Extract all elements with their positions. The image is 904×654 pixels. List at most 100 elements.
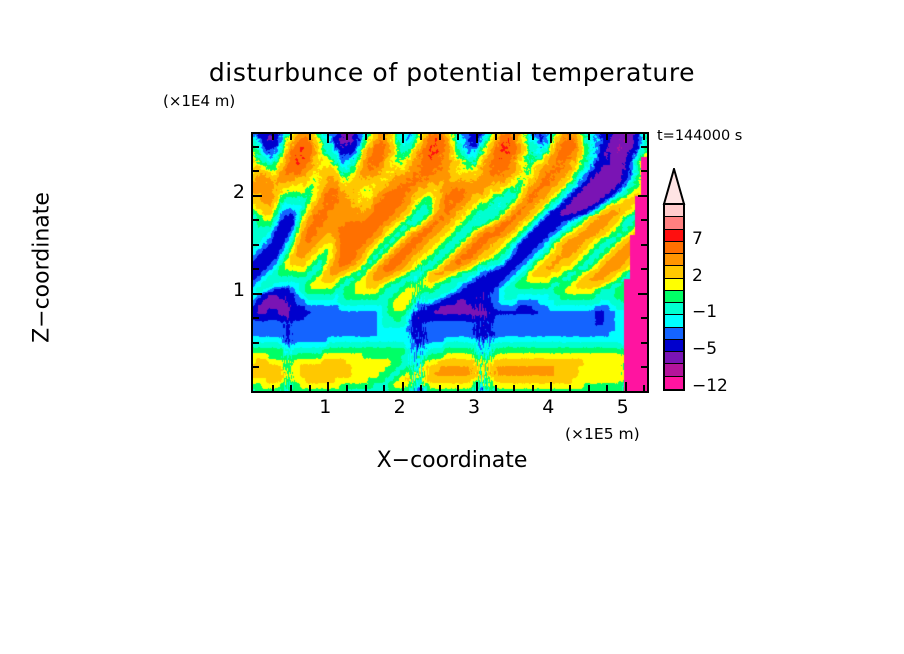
axis-tick: [253, 243, 259, 246]
axis-tick: [345, 134, 348, 140]
axis-tick: [327, 382, 330, 391]
axis-tick: [364, 134, 367, 140]
colorbar-tick-label: −5: [692, 339, 718, 360]
axis-tick: [641, 243, 647, 246]
axis-tick: [624, 134, 627, 143]
axis-tick: [550, 134, 553, 143]
colorbar-band: [665, 205, 683, 218]
axis-tick: [568, 134, 571, 140]
axis-tick: [513, 134, 516, 140]
x-unit-label: (×1E5 m): [565, 425, 640, 443]
time-label: t=144000 s: [657, 128, 743, 144]
colorbar-tick-label: −1: [692, 302, 718, 323]
contour-field: [253, 134, 647, 391]
axis-tick: [457, 134, 460, 140]
axis-tick: [420, 134, 423, 140]
axis-tick: [641, 219, 647, 222]
axis-tick: [638, 292, 647, 295]
axis-tick: [568, 385, 571, 391]
y-tick-label: 2: [232, 180, 245, 203]
y-tick-label: 1: [232, 278, 245, 301]
x-axis-title: X−coordinate: [376, 448, 528, 473]
axis-tick: [253, 292, 262, 295]
y-axis-title: Z−coordinate: [29, 192, 55, 343]
axis-tick: [457, 385, 460, 391]
colorbar-band: [665, 241, 683, 255]
axis-tick: [531, 134, 534, 140]
axis-tick: [345, 385, 348, 391]
axis-tick: [550, 382, 553, 391]
axis-tick: [364, 385, 367, 391]
axis-tick: [476, 382, 479, 391]
z-unit-label: (×1E4 m): [163, 92, 236, 110]
axis-tick: [401, 134, 404, 143]
axis-tick: [253, 219, 259, 222]
colorbar-tick-label: 7: [692, 228, 703, 249]
axis-tick: [606, 134, 609, 140]
axis-tick: [641, 341, 647, 344]
axis-tick: [641, 145, 647, 148]
axis-tick: [476, 134, 479, 143]
axis-tick: [253, 268, 259, 271]
axis-tick: [638, 194, 647, 197]
axis-tick: [624, 382, 627, 391]
axis-tick: [641, 268, 647, 271]
axis-tick: [327, 134, 330, 143]
colorbar-band: [665, 352, 683, 365]
x-tick-label: 5: [616, 396, 629, 418]
colorbar-band: [665, 315, 683, 328]
x-tick-label: 4: [542, 396, 555, 418]
colorbar-band: [665, 339, 683, 353]
axis-tick: [308, 134, 311, 140]
colorbar-band: [665, 376, 683, 389]
axis-tick: [438, 385, 441, 391]
axis-tick: [271, 134, 274, 140]
colorbar-band: [665, 327, 683, 340]
axis-tick: [308, 385, 311, 391]
axis-tick: [494, 134, 497, 140]
page-title: disturbunce of potential temperature: [208, 58, 696, 87]
axis-tick: [587, 134, 590, 140]
axis-tick: [641, 170, 647, 173]
axis-tick: [494, 385, 497, 391]
contour-plot-area: [251, 132, 649, 393]
axis-tick: [253, 341, 259, 344]
axis-tick: [253, 194, 262, 197]
x-tick-label: 3: [467, 396, 481, 418]
x-tick-label: 2: [393, 396, 406, 418]
axis-tick: [438, 134, 441, 140]
colorbar-tick-label: −12: [692, 376, 728, 396]
axis-tick: [643, 134, 646, 140]
axis-tick: [420, 385, 423, 391]
axis-tick: [641, 366, 647, 369]
colorbar-band: [665, 217, 683, 230]
axis-tick: [606, 385, 609, 391]
axis-tick: [513, 385, 516, 391]
axis-tick: [643, 385, 646, 391]
colorbar-band: [665, 254, 683, 267]
axis-tick: [531, 385, 534, 391]
axis-tick: [383, 134, 386, 140]
axis-tick: [587, 385, 590, 391]
axis-tick: [253, 366, 259, 369]
colorbar-band: [665, 364, 683, 377]
colorbar-band: [665, 266, 683, 279]
axis-tick: [290, 385, 293, 391]
axis-tick: [253, 145, 259, 148]
axis-tick: [641, 317, 647, 320]
colorbar: [663, 203, 685, 391]
axis-tick: [401, 382, 404, 391]
colorbar-arrow-icon: [662, 168, 686, 205]
colorbar-band: [665, 303, 683, 316]
colorbar-band: [665, 290, 683, 304]
axis-tick: [383, 385, 386, 391]
axis-tick: [253, 317, 259, 320]
x-tick-label: 1: [319, 396, 332, 418]
colorbar-band: [665, 229, 683, 242]
colorbar-band: [665, 278, 683, 291]
colorbar-tick-label: 2: [692, 265, 703, 286]
axis-tick: [271, 385, 274, 391]
axis-tick: [290, 134, 293, 140]
axis-tick: [253, 170, 259, 173]
